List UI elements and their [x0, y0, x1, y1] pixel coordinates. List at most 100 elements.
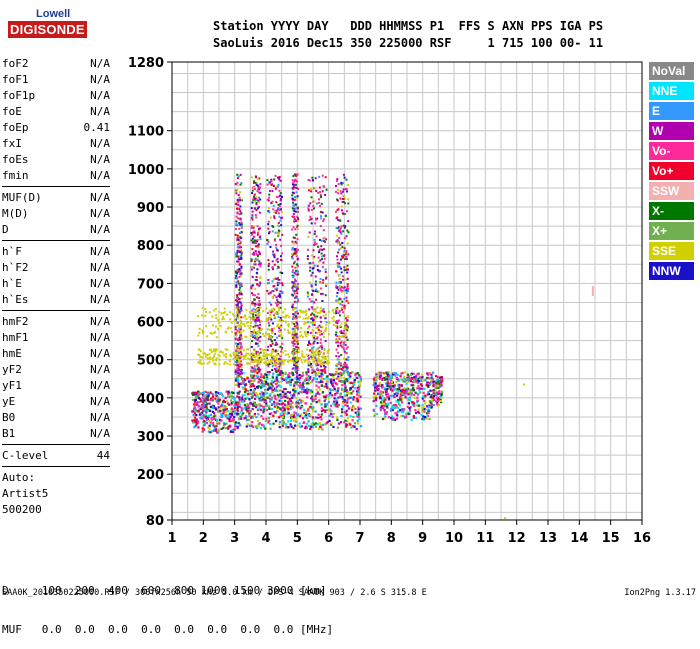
echo-point [291, 240, 294, 243]
echo-point [259, 379, 262, 382]
echo-point [272, 307, 275, 310]
echo-point [279, 290, 282, 293]
echo-point [338, 236, 341, 239]
echo-point [375, 377, 378, 380]
echo-point [286, 420, 290, 423]
echo-point [259, 329, 262, 332]
echo-point [279, 208, 282, 211]
echo-point [312, 346, 315, 349]
echo-point [405, 412, 408, 415]
echo-point [203, 402, 206, 405]
echo-point [408, 396, 412, 399]
param-row: yE N/A [2, 394, 110, 410]
chart-points [191, 173, 594, 520]
echo-point [309, 364, 312, 367]
echo-point [401, 394, 404, 397]
echo-point [310, 364, 313, 367]
echo-point [191, 410, 195, 413]
echo-point [270, 354, 273, 357]
echo-point [225, 407, 228, 411]
echo-point [248, 398, 251, 401]
echo-point [280, 363, 283, 366]
echo-point [222, 315, 225, 318]
echo-point [309, 391, 312, 394]
echo-point [339, 258, 342, 261]
echo-point [286, 390, 289, 394]
echo-point [199, 407, 202, 410]
echo-point [273, 263, 276, 266]
echo-point [276, 303, 279, 306]
echo-point [307, 371, 310, 374]
echo-point [310, 331, 313, 334]
echo-point [256, 255, 259, 258]
echo-point [256, 331, 259, 334]
echo-point [223, 423, 226, 426]
echo-point [222, 406, 225, 409]
echo-point [311, 271, 314, 274]
echo-point [297, 346, 300, 349]
echo-point [325, 276, 328, 279]
echo-point [335, 363, 338, 366]
echo-point [293, 335, 296, 338]
echo-point [416, 410, 419, 414]
echo-point [384, 404, 387, 408]
echo-point [195, 418, 198, 421]
echo-point [298, 309, 301, 312]
echo-point [342, 369, 345, 372]
echo-point [272, 250, 275, 253]
echo-point [273, 215, 276, 218]
echo-point [340, 331, 343, 334]
echo-point [266, 377, 269, 381]
echo-point [340, 322, 343, 325]
echo-point [251, 407, 254, 411]
echo-point [433, 398, 436, 402]
echo-point [239, 370, 242, 373]
echo-point [325, 284, 328, 287]
echo-point [268, 196, 271, 199]
echo-point [317, 369, 320, 372]
echo-point [298, 398, 301, 402]
echo-point [270, 303, 273, 306]
echo-point [278, 403, 281, 406]
echo-point [277, 384, 280, 388]
echo-point [273, 239, 276, 242]
echo-point [296, 365, 299, 368]
echo-point [427, 385, 430, 389]
echo-point [319, 194, 322, 197]
echo-point [194, 396, 197, 400]
echo-point [277, 395, 280, 399]
echo-point [340, 192, 343, 195]
echo-point [292, 394, 295, 397]
echo-point [278, 225, 281, 228]
echo-point [198, 354, 201, 357]
echo-point [278, 367, 281, 370]
echo-point [231, 429, 234, 432]
echo-point [325, 379, 329, 382]
echo-point [350, 408, 354, 411]
echo-point [295, 363, 298, 366]
echo-point [325, 327, 328, 330]
echo-point [265, 402, 268, 405]
echo-point [238, 288, 241, 291]
echo-point [381, 395, 384, 398]
echo-point [297, 210, 300, 213]
echo-point [429, 399, 432, 403]
echo-point [336, 325, 339, 328]
echo-point [238, 291, 241, 294]
echo-point [292, 312, 295, 315]
echo-point [240, 223, 243, 226]
echo-point [214, 363, 217, 366]
echo-point [281, 347, 284, 350]
echo-point [284, 399, 287, 403]
echo-point [240, 364, 243, 367]
echo-point [343, 307, 346, 310]
echo-point [295, 346, 298, 349]
echo-point [317, 312, 320, 315]
echo-point [267, 223, 270, 226]
echo-point [342, 400, 345, 403]
echo-point [395, 391, 398, 394]
echo-point [398, 378, 401, 381]
echo-point [254, 425, 257, 428]
echo-point [236, 426, 239, 430]
echo-point [324, 423, 327, 426]
